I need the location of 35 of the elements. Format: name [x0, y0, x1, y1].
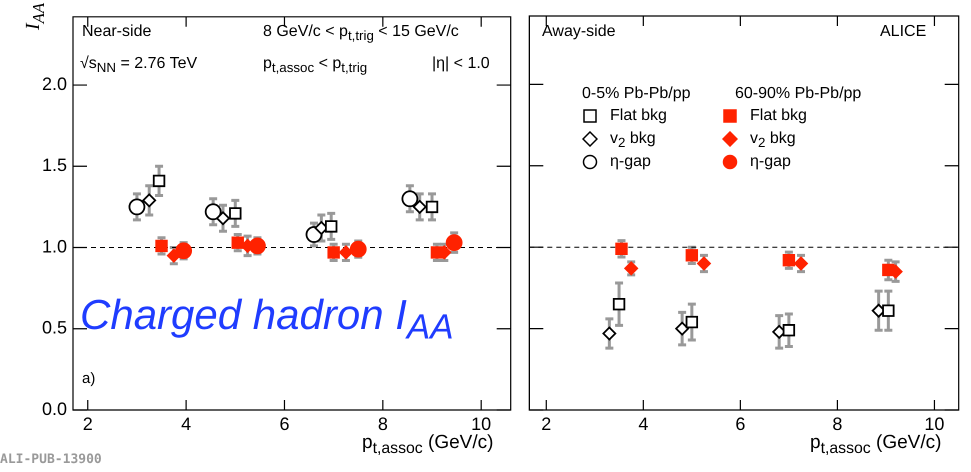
y-tick-label: 0.5: [42, 318, 67, 338]
annotation: |η| < 1.0: [432, 54, 490, 74]
x-axis-title: p$_{t,assoc}$ (GeV/c): [810, 432, 942, 458]
x-tick-label: 2: [82, 414, 93, 434]
x-tick-label: 8: [832, 414, 842, 434]
annotation: 0-5% Pb-Pb/pp: [582, 84, 691, 104]
annotation: 60-90% Pb-Pb/pp: [735, 84, 862, 104]
legend-label: Flat bkg: [750, 107, 807, 124]
legend-label: Flat bkg: [610, 107, 667, 124]
text: ALI-PUB-13900: [0, 452, 102, 468]
annotation: √s$_{NN}$ = 2.76 TeV: [80, 54, 198, 76]
x-axis-title: p$_{t,assoc}$ (GeV/c): [362, 432, 494, 458]
y-tick-label: 2.0: [42, 74, 67, 94]
annotation: p$_{t,assoc}$ < p$_{t,trig}$: [263, 54, 368, 76]
annotation: a): [82, 370, 96, 388]
x-tick-label: 2: [541, 414, 552, 434]
annotation: Near-side: [82, 22, 152, 42]
y-tick-label: 1.0: [42, 236, 67, 256]
x-tick-label: 10: [471, 414, 492, 434]
x-tick-label: 4: [638, 414, 648, 434]
annotation: ALICE: [880, 22, 926, 42]
legend-label: v$_{2}$ bkg: [610, 130, 656, 150]
x-tick-label: 8: [378, 414, 388, 434]
annotation: Charged hadron I$_{AA}$: [80, 290, 454, 348]
y-tick-label: 0.0: [42, 398, 67, 419]
legend-label: v$_{2}$ bkg: [750, 130, 796, 150]
legend-label: η-gap: [750, 153, 791, 170]
x-tick-label: 10: [924, 414, 944, 434]
x-tick-label: 6: [735, 414, 746, 434]
annotation: 8 GeV/c < p$_{t,trig}$ < 15 GeV/c: [263, 22, 459, 44]
x-tick-label: 6: [279, 414, 290, 434]
legend-label: η-gap: [610, 153, 651, 170]
annotation: Away-side: [542, 22, 616, 42]
x-tick-label: 4: [181, 414, 192, 434]
y-tick-label: 1.5: [42, 155, 67, 176]
